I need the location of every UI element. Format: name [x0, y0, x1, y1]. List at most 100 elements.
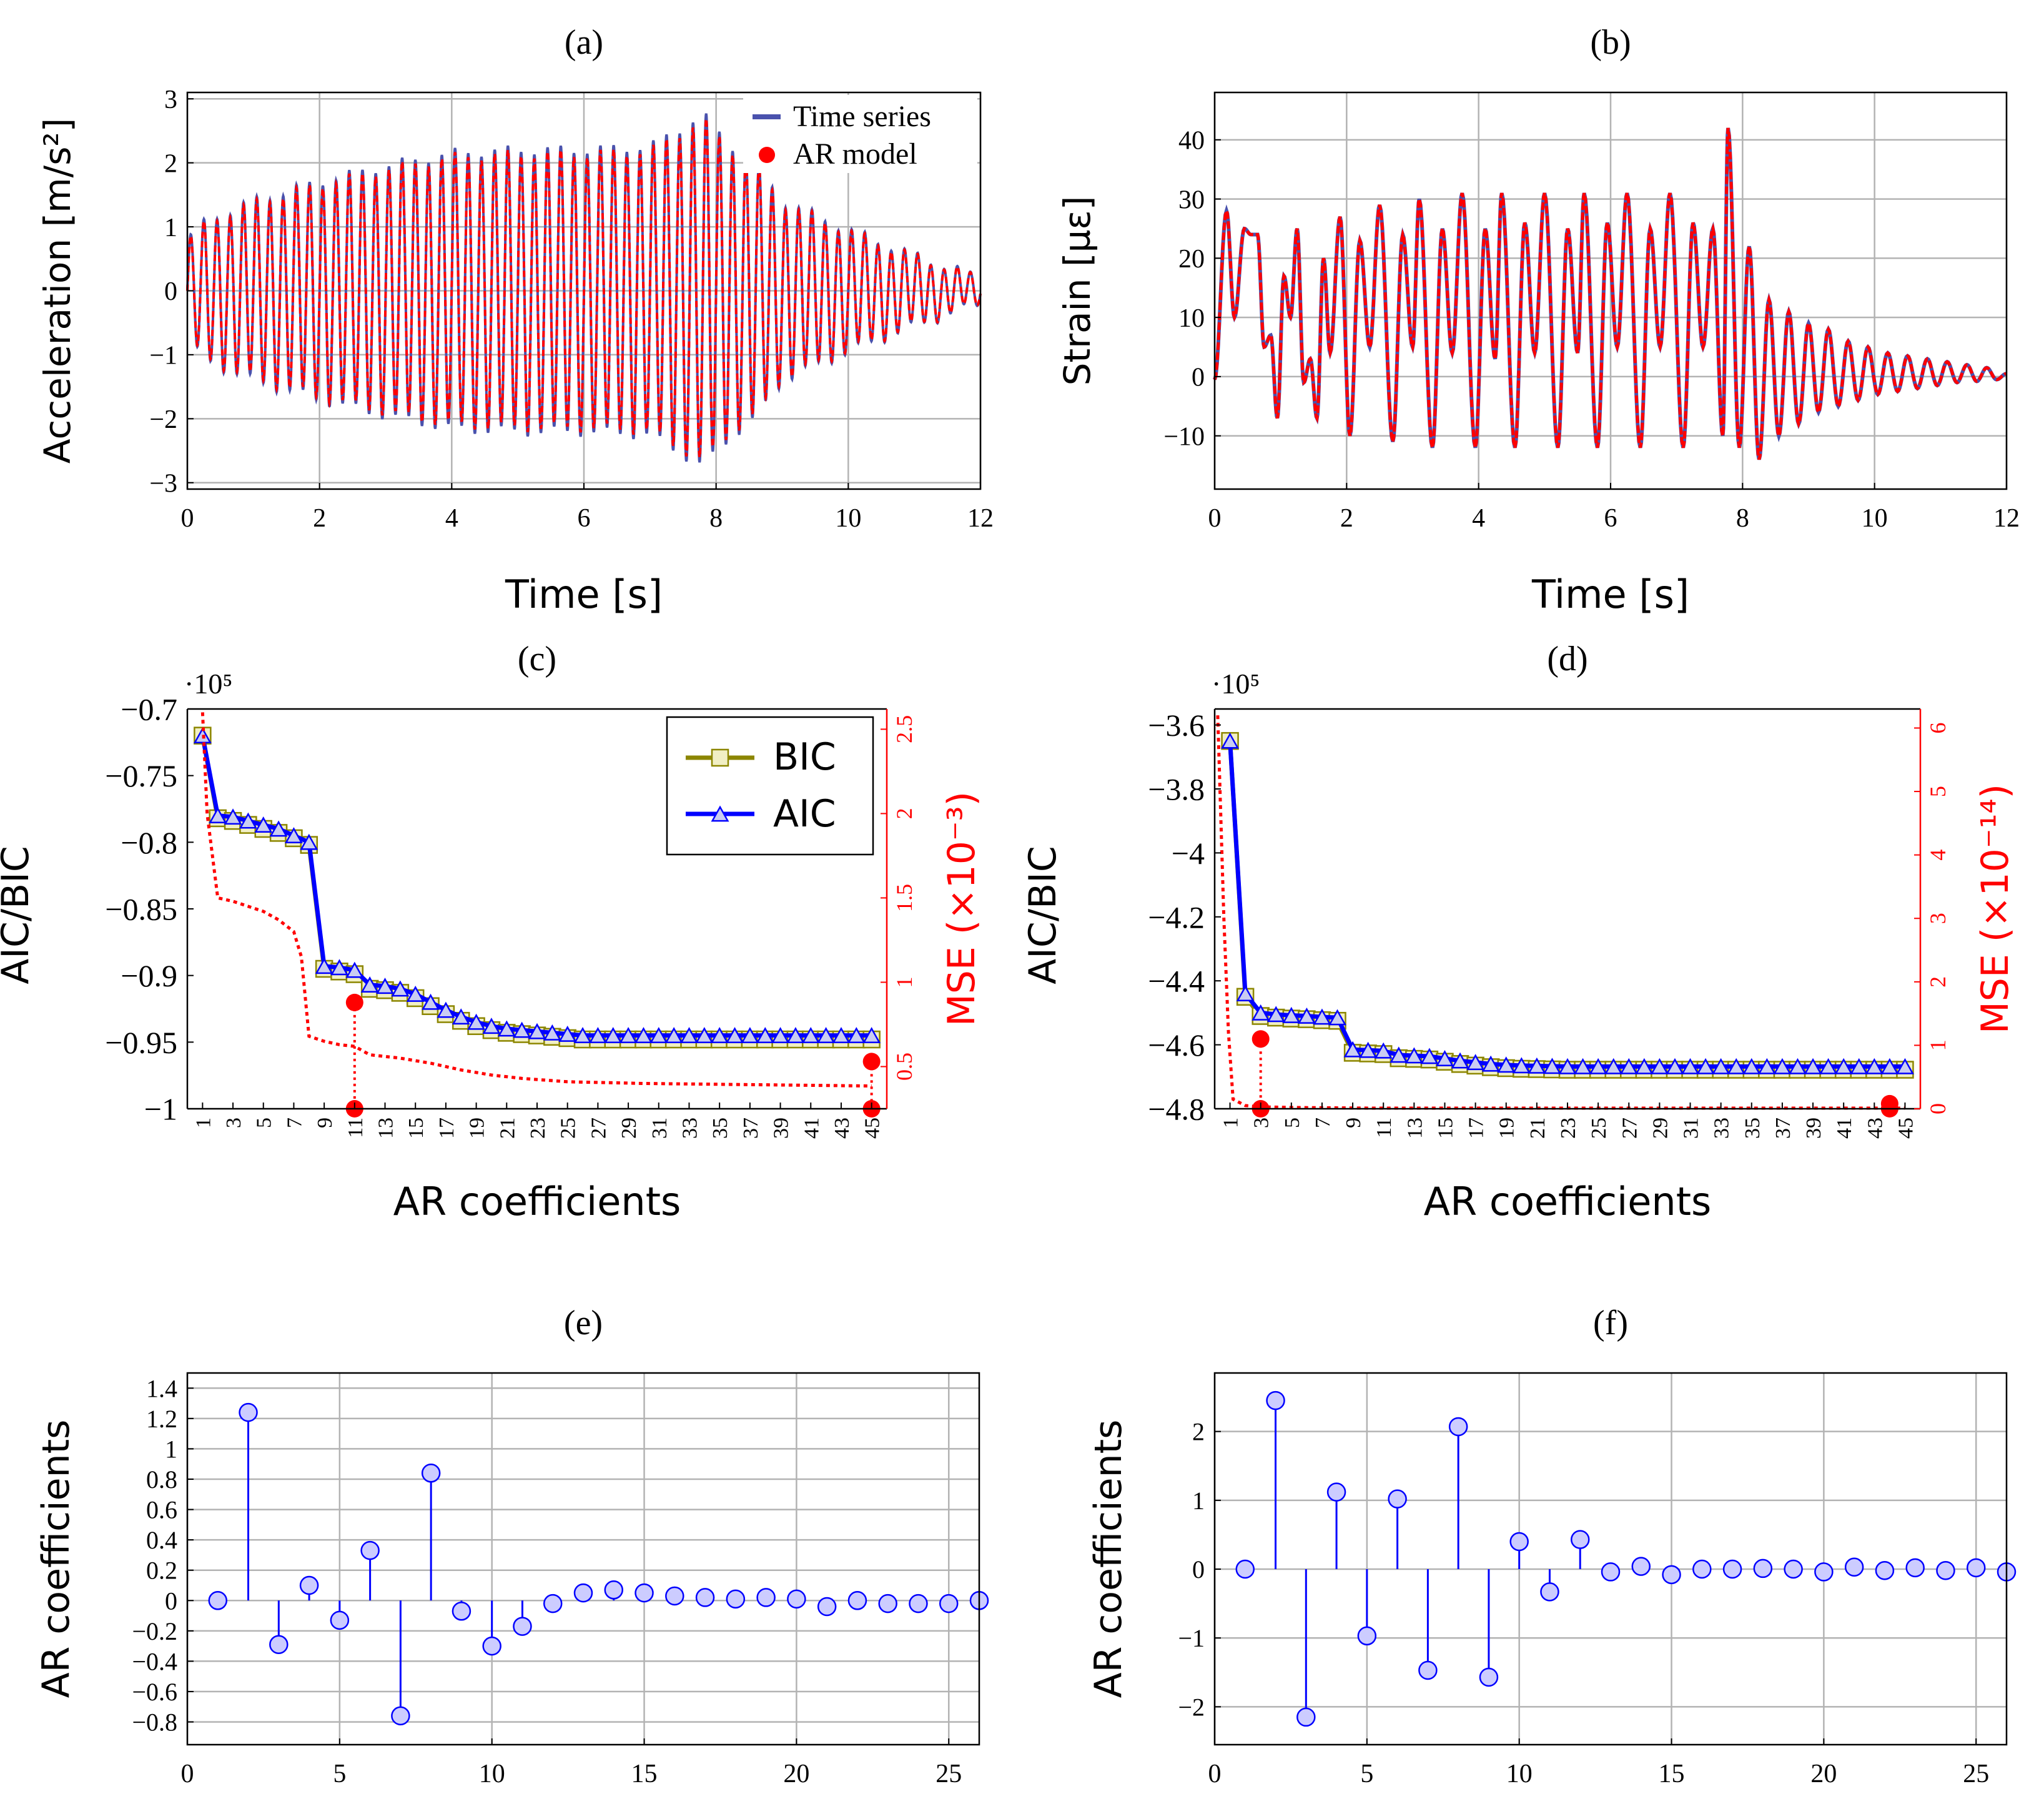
legend-time-series-label: Time series — [793, 100, 931, 133]
panel-c-ytick-label: −0.95 — [105, 1025, 177, 1060]
panel-e-stem-marker — [604, 1580, 624, 1600]
panel-c-xtick-label: 35 — [709, 1118, 732, 1139]
panel-d-aic-point — [1313, 1008, 1331, 1025]
panel-b-xlabel: Time [s] — [1531, 572, 1689, 617]
panel-d-xtick-label: 37 — [1772, 1118, 1795, 1139]
panel-e-xtick-label: 10 — [479, 1760, 505, 1788]
panel-e-stem-marker — [665, 1586, 684, 1606]
panel-c-aic-point — [588, 1027, 607, 1044]
panel-e-stem-chart: 0 5 10 15 20 25−0.8−0.6−0.4−0.200.20.40.60.81… — [34, 1304, 989, 1788]
panel-c-aic-point — [254, 816, 273, 833]
panel-c-mse-line — [200, 712, 872, 1088]
panel-c-xtick-label: 23 — [526, 1118, 550, 1139]
panel-c-aic-point — [573, 1027, 592, 1044]
panel-c-aic-point — [649, 1027, 668, 1044]
panel-e-ytick-label: −0.4 — [132, 1647, 177, 1675]
panel-d-xtick-label: 11 — [1373, 1118, 1396, 1138]
panel-b-xtick-label: 8 — [1736, 504, 1749, 533]
panel-d-aic-point — [1635, 1058, 1654, 1074]
panel-b-ytick-label: 0 — [1192, 364, 1205, 392]
panel-f-label: (f) — [1593, 1304, 1628, 1342]
panel-d-xtick-label: 31 — [1680, 1118, 1703, 1139]
panel-e-stem-marker — [726, 1589, 746, 1609]
panel-c-xtick-label: 33 — [678, 1118, 701, 1139]
panel-e-stem-marker — [573, 1583, 593, 1603]
panel-d-aic-point — [1819, 1058, 1838, 1074]
panel-f-ytick-label: −1 — [1178, 1624, 1205, 1652]
panel-f-stem-marker — [1418, 1660, 1438, 1680]
panel-e-ytick-label: 0.6 — [146, 1496, 177, 1524]
panel-d-xtick-label: 25 — [1587, 1118, 1611, 1139]
panel-a-ytick-label: 3 — [164, 86, 177, 114]
panel-e-stem-marker — [299, 1575, 319, 1595]
panel-a-xtick-label: 12 — [967, 504, 994, 533]
panel-d-aic-point — [1236, 985, 1255, 1002]
panel-f-stem-marker — [1296, 1707, 1316, 1727]
panel-d-aic-point — [1390, 1046, 1408, 1063]
panel-c-aic-point — [695, 1027, 714, 1044]
panel-c-ytick-label: −0.75 — [105, 758, 177, 793]
panel-d-ytick-label: −4.6 — [1148, 1028, 1205, 1063]
panel-d-xtick-label: 43 — [1864, 1118, 1887, 1139]
panel-f-stem-marker — [1235, 1559, 1255, 1579]
panel-c-right-ytick-label: 0.5 — [892, 1053, 917, 1081]
panel-e-frame — [186, 1372, 980, 1746]
panel-f-xtick-label: 15 — [1659, 1760, 1685, 1788]
panel-d-ylabel: AIC/BIC — [1021, 846, 1065, 984]
panel-d-ytick-label: −3.8 — [1148, 772, 1205, 807]
panel-c-aic-point — [497, 1020, 516, 1037]
panel-c-aic-point — [482, 1018, 501, 1034]
panel-f-stem-marker — [1601, 1562, 1621, 1582]
panel-c-xlabel: AR coefficients — [393, 1179, 681, 1224]
panel-e-ytick-label: 1 — [165, 1435, 177, 1463]
panel-d-aic-point — [1282, 1006, 1301, 1023]
panel-d-aic-point — [1374, 1042, 1393, 1059]
panel-e-ytick-label: 0.2 — [146, 1557, 177, 1585]
panel-f-stem-marker — [1357, 1626, 1377, 1646]
panel-f-stem-marker — [1692, 1559, 1712, 1579]
panel-c-legend: BIC AIC — [666, 716, 874, 856]
panel-d-aic-point — [1328, 1009, 1347, 1026]
panel-d-aic-point — [1604, 1058, 1623, 1074]
panel-c-aic-point — [862, 1027, 881, 1044]
panel-c-ytick-label: −0.85 — [105, 892, 177, 927]
panel-c-marker-point — [862, 1053, 881, 1071]
panel-e-xtick-label: 15 — [631, 1760, 658, 1788]
panel-c-aic-point — [604, 1027, 623, 1044]
panel-c-xtick-label: 7 — [283, 1118, 306, 1128]
panel-d-aic-point — [1512, 1057, 1531, 1074]
panel-c-aic-point — [756, 1027, 774, 1044]
panel-e-stem-marker — [208, 1591, 228, 1610]
panel-b-ytick-label: 30 — [1178, 186, 1205, 214]
panel-d-aic-point — [1252, 1004, 1270, 1021]
panel-c-xtick-label: 39 — [770, 1118, 793, 1139]
panel-c-right-ytick-label: 2 — [892, 808, 917, 819]
panel-e-stem-marker — [634, 1583, 654, 1603]
panel-f-xtick-label: 25 — [1963, 1760, 1989, 1788]
panel-a-ytick-label: 2 — [164, 149, 177, 178]
panel-d-ytick-label: −4.4 — [1148, 964, 1205, 999]
panel-d-aic-point — [1266, 1006, 1285, 1023]
panel-b-ytick-label: 20 — [1178, 245, 1205, 274]
panel-d-xtick-label: 7 — [1311, 1118, 1335, 1128]
panel-e-stem-marker — [482, 1636, 501, 1656]
panel-d-aic-point — [1681, 1058, 1700, 1074]
panel-d-aic-point — [1451, 1052, 1469, 1069]
panel-d-aic-point — [1405, 1047, 1423, 1064]
panel-e-stem-marker — [452, 1602, 472, 1621]
panel-d-ylabel-right: MSE (×10⁻¹⁴) — [1973, 784, 2017, 1034]
panel-d-aic-point — [1712, 1058, 1730, 1074]
panel-e-stem-marker — [909, 1593, 928, 1613]
panel-c-aic-point — [209, 807, 227, 824]
panel-d-aic-point — [1650, 1058, 1669, 1074]
legend-ar-model-swatch — [759, 147, 775, 163]
panel-c-ytick-label: −0.9 — [121, 958, 177, 993]
panel-e-ytick-label: −0.8 — [132, 1708, 177, 1737]
panel-d-xtick-label: 19 — [1496, 1118, 1519, 1139]
panel-c-scale-note: ·10⁵ — [184, 668, 232, 700]
panel-c-aic-point — [269, 820, 288, 837]
panel-c-aic-point — [847, 1027, 866, 1044]
panel-f-stem-marker — [1875, 1560, 1895, 1580]
panel-c-xtick-label: 25 — [557, 1118, 580, 1139]
